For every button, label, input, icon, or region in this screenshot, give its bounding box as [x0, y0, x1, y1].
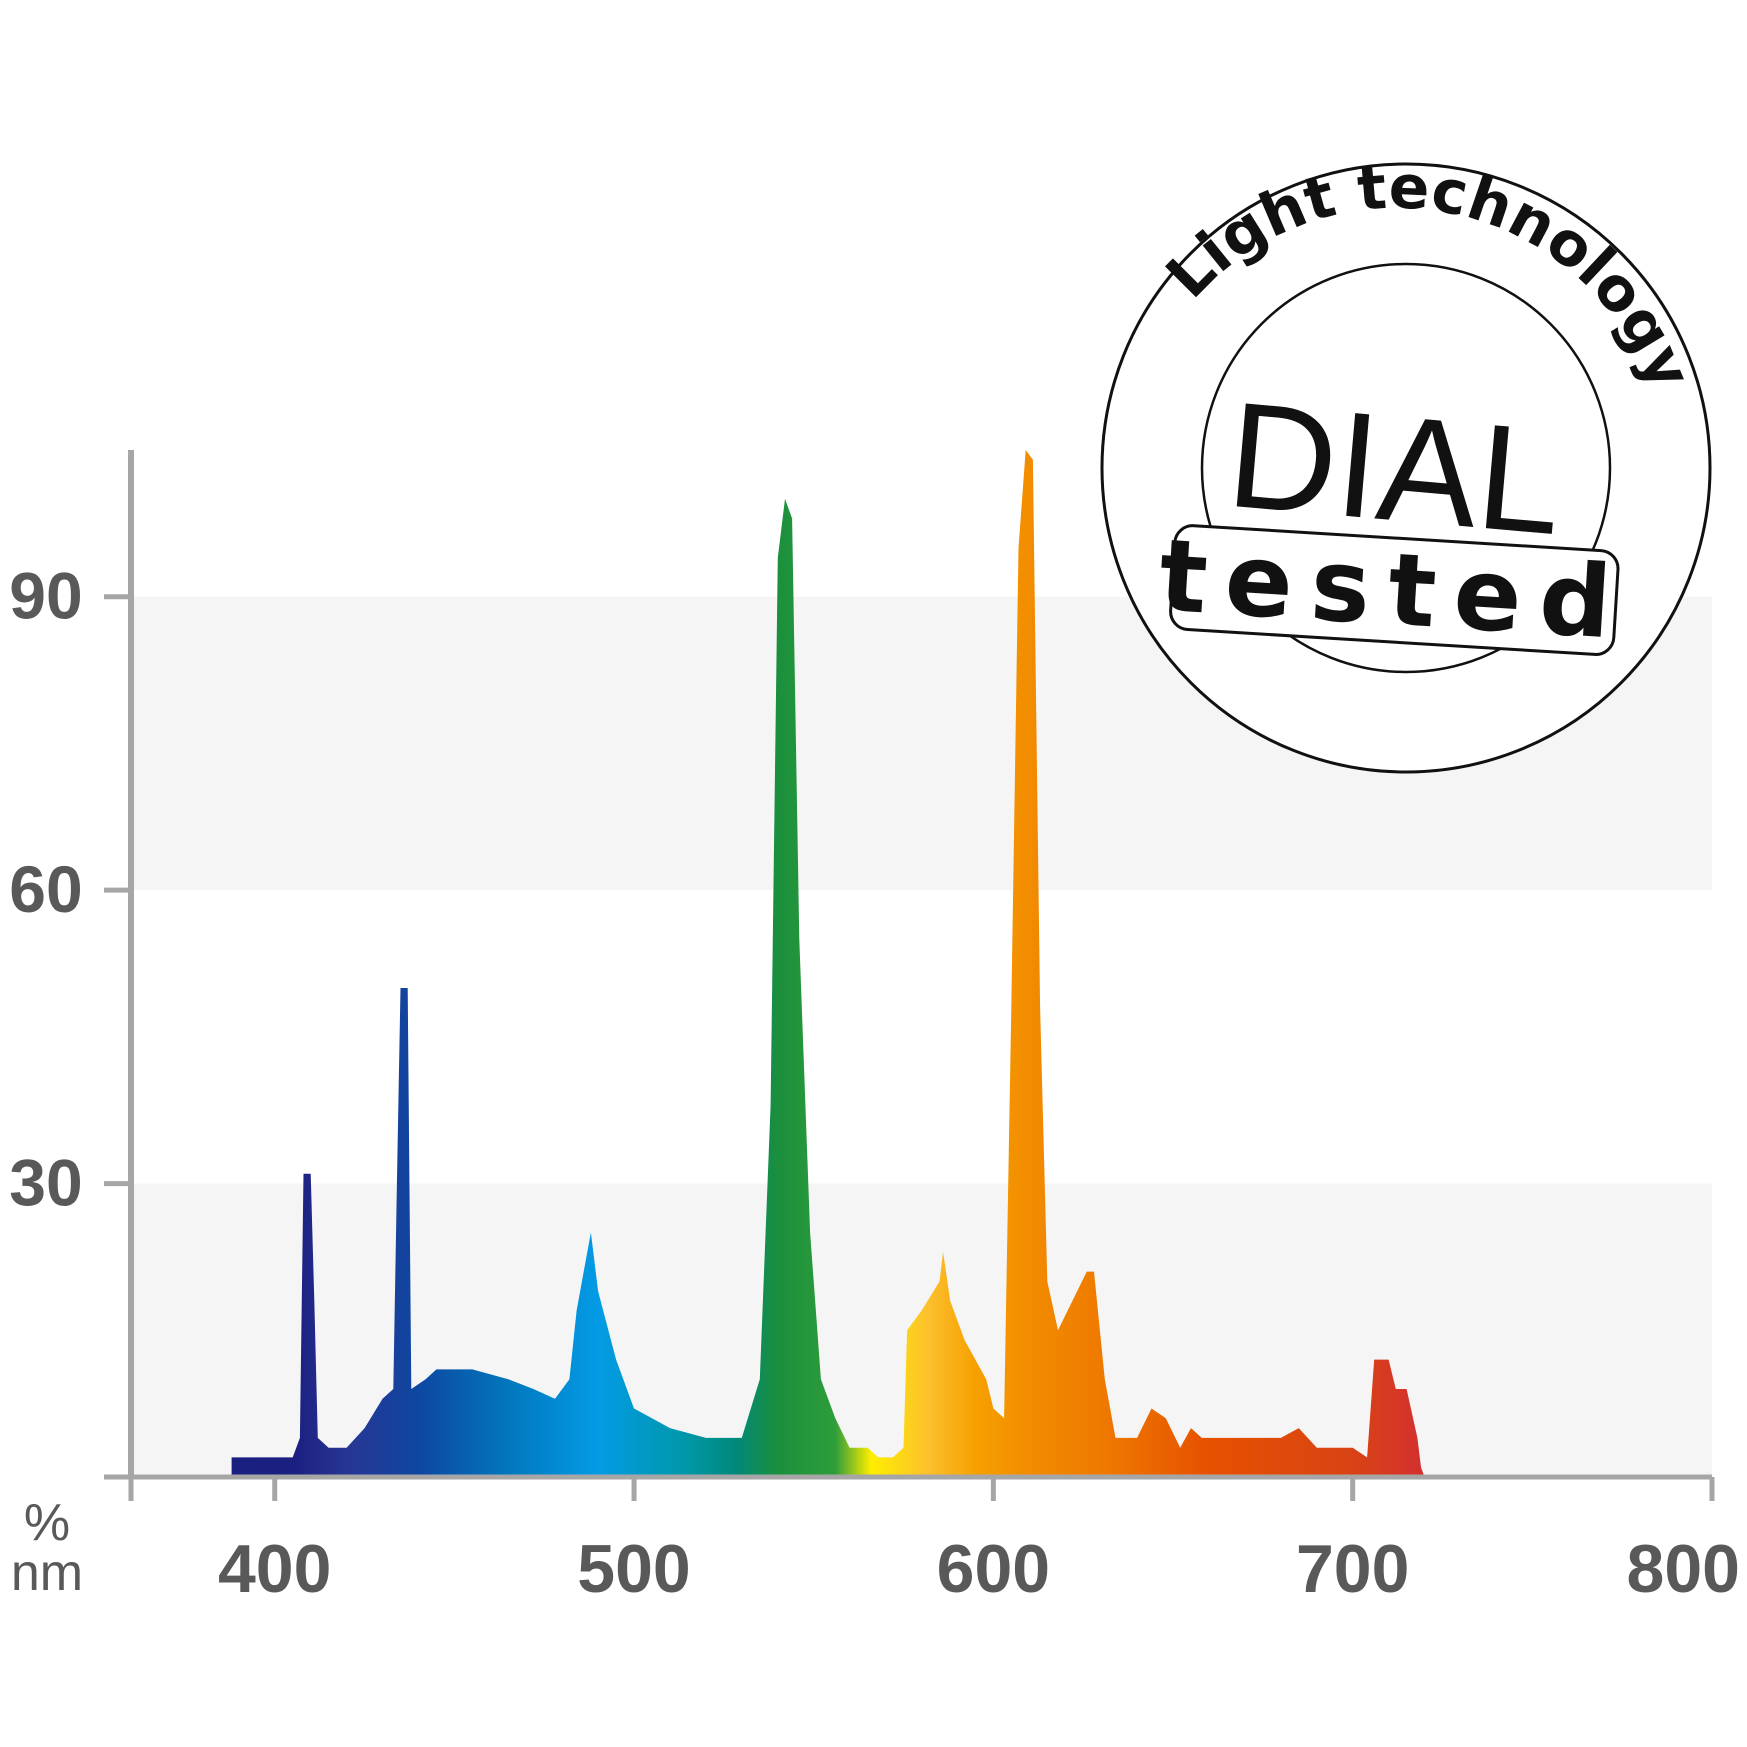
badge-label: tested	[1156, 517, 1633, 662]
x-axis-unit-label: nm	[11, 1544, 83, 1602]
y-tick-label-60: 60	[9, 852, 82, 926]
x-tick-label-600: 600	[937, 1531, 1050, 1607]
y-tick-label-90: 90	[9, 559, 82, 633]
x-tick-label-800: 800	[1627, 1531, 1740, 1607]
y-tick-label-30: 30	[9, 1146, 82, 1220]
badge-inner-ring	[1200, 262, 1612, 674]
x-tick-label-500: 500	[577, 1531, 690, 1607]
dial-tested-badge: Light technology DIAL tested	[1100, 152, 1712, 774]
badge-label-border	[1169, 524, 1620, 656]
x-tick-label-400: 400	[218, 1531, 331, 1607]
badge-label-box: tested	[1156, 517, 1633, 662]
y-axis-unit-label: %	[24, 1494, 70, 1552]
y-axis-ticks: 30 60 90	[9, 559, 131, 1220]
x-axis-ticks: 400 500 600 700 800	[218, 1477, 1740, 1607]
axes	[104, 450, 1712, 1501]
x-tick-label-700: 700	[1296, 1531, 1409, 1607]
